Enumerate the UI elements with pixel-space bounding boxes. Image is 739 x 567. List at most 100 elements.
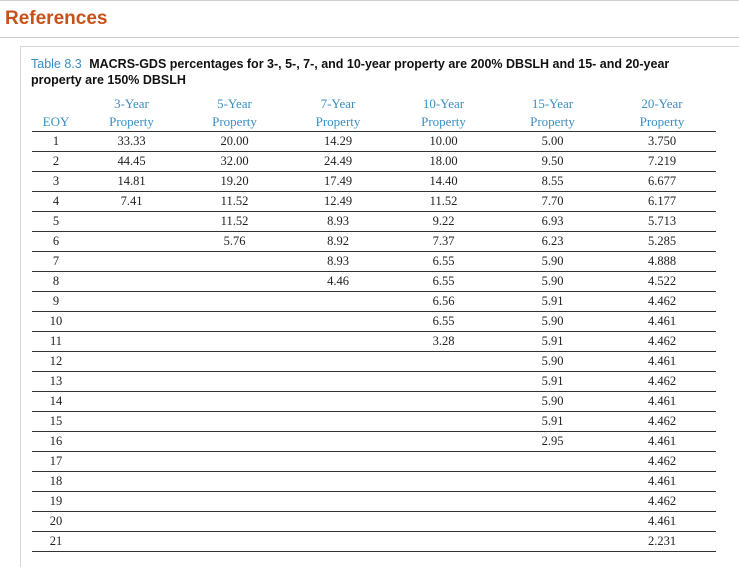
pct-cell-3yr (80, 211, 183, 232)
pct-cell-3yr (80, 491, 183, 512)
pct-cell-7yr (286, 471, 390, 492)
pct-cell-15yr: 5.90 (497, 311, 608, 332)
pct-cell-20yr: 4.461 (608, 431, 716, 452)
pct-cell-10yr: 7.37 (390, 231, 497, 252)
table-row: 3 14.81 19.20 17.49 14.40 8.55 6.677 (32, 171, 716, 192)
pct-cell-7yr: 24.49 (286, 151, 390, 172)
header-3yr-line2: Property (80, 113, 183, 132)
table-caption: Table 8.3 MACRS-GDS percentages for 3-, … (31, 57, 721, 88)
header-20yr-line2: Property (608, 113, 716, 132)
table-row: 1 33.33 20.00 14.29 10.00 5.00 3.750 (32, 131, 716, 152)
pct-cell-3yr (80, 311, 183, 332)
pct-cell-15yr: 5.90 (497, 251, 608, 272)
pct-cell-20yr: 4.462 (608, 411, 716, 432)
pct-cell-10yr (390, 431, 497, 452)
pct-cell-3yr (80, 371, 183, 392)
pct-cell-15yr: 5.91 (497, 331, 608, 352)
pct-cell-10yr: 9.22 (390, 211, 497, 232)
pct-cell-3yr (80, 231, 183, 252)
pct-cell-5yr (183, 271, 286, 292)
pct-cell-7yr: 8.92 (286, 231, 390, 252)
pct-cell-20yr: 3.750 (608, 131, 716, 152)
pct-cell-15yr: 6.23 (497, 231, 608, 252)
pct-cell-20yr: 4.461 (608, 311, 716, 332)
pct-cell-10yr (390, 471, 497, 492)
pct-cell-3yr: 14.81 (80, 171, 183, 192)
pct-cell-15yr: 8.55 (497, 171, 608, 192)
pct-cell-5yr: 11.52 (183, 211, 286, 232)
table-row: 7 8.93 6.55 5.90 4.888 (32, 251, 716, 272)
table-row: 4 7.41 11.52 12.49 11.52 7.70 6.177 (32, 191, 716, 212)
pct-cell-3yr (80, 291, 183, 312)
pct-cell-7yr (286, 391, 390, 412)
eoy-cell: 12 (32, 351, 80, 372)
eoy-cell: 15 (32, 411, 80, 432)
table-body: 1 33.33 20.00 14.29 10.00 5.00 3.750 2 44.45 32.0… (32, 131, 716, 552)
pct-cell-20yr: 4.461 (608, 351, 716, 372)
eoy-cell: 17 (32, 451, 80, 472)
header-15yr-line1: 15-Year (531, 96, 574, 111)
eoy-cell: 11 (32, 331, 80, 352)
table-row: 19 4.462 (32, 491, 716, 512)
pct-cell-10yr: 6.56 (390, 291, 497, 312)
table-row: 14 5.90 4.461 (32, 391, 716, 412)
header-eoy: EOY (32, 113, 80, 132)
header-10yr-line2: Property (390, 113, 497, 132)
pct-cell-10yr: 18.00 (390, 151, 497, 172)
pct-cell-3yr (80, 391, 183, 412)
pct-cell-10yr: 14.40 (390, 171, 497, 192)
pct-cell-5yr (183, 391, 286, 412)
pct-cell-7yr (286, 411, 390, 432)
table-row: 17 4.462 (32, 451, 716, 472)
pct-cell-7yr (286, 331, 390, 352)
pct-cell-15yr (497, 471, 608, 492)
header-20yr-line1: 20-Year (641, 96, 683, 111)
pct-cell-5yr (183, 451, 286, 472)
pct-cell-5yr (183, 291, 286, 312)
pct-cell-15yr: 2.95 (497, 431, 608, 452)
pct-cell-10yr: 6.55 (390, 271, 497, 292)
pct-cell-3yr (80, 351, 183, 372)
pct-cell-20yr: 4.462 (608, 491, 716, 512)
table-row: 5 11.52 8.93 9.22 6.93 5.713 (32, 211, 716, 232)
pct-cell-3yr (80, 271, 183, 292)
eoy-cell: 19 (32, 491, 80, 512)
header-7yr-line1: 7-Year (320, 96, 356, 111)
pct-cell-20yr: 4.461 (608, 511, 716, 532)
page-title: References (5, 8, 108, 29)
eoy-cell: 7 (32, 251, 80, 272)
pct-cell-20yr: 7.219 (608, 151, 716, 172)
pct-cell-15yr: 5.90 (497, 391, 608, 412)
pct-cell-3yr (80, 471, 183, 492)
content-panel (20, 46, 739, 567)
header-5yr-line1: 5-Year (217, 96, 252, 111)
pct-cell-3yr (80, 531, 183, 552)
pct-cell-15yr (497, 511, 608, 532)
table-row: 20 4.461 (32, 511, 716, 532)
pct-cell-5yr (183, 511, 286, 532)
table-row: 18 4.461 (32, 471, 716, 492)
pct-cell-3yr (80, 411, 183, 432)
table-caption-text: MACRS-GDS percentages for 3-, 5-, 7-, an… (31, 57, 670, 87)
table-row: 12 5.90 4.461 (32, 351, 716, 372)
pct-cell-7yr (286, 491, 390, 512)
pct-cell-10yr: 6.55 (390, 251, 497, 272)
pct-cell-7yr (286, 291, 390, 312)
pct-cell-15yr (497, 531, 608, 552)
pct-cell-20yr: 5.713 (608, 211, 716, 232)
table-row: 9 6.56 5.91 4.462 (32, 291, 716, 312)
header-15yr-line2: Property (497, 113, 608, 132)
table-row: 13 5.91 4.462 (32, 371, 716, 392)
pct-cell-7yr: 12.49 (286, 191, 390, 212)
pct-cell-3yr: 44.45 (80, 151, 183, 172)
pct-cell-7yr: 17.49 (286, 171, 390, 192)
pct-cell-20yr: 4.522 (608, 271, 716, 292)
pct-cell-5yr (183, 491, 286, 512)
pct-cell-20yr: 4.462 (608, 331, 716, 352)
pct-cell-5yr: 32.00 (183, 151, 286, 172)
pct-cell-15yr: 5.91 (497, 371, 608, 392)
pct-cell-15yr: 7.70 (497, 191, 608, 212)
pct-cell-7yr: 8.93 (286, 211, 390, 232)
pct-cell-20yr: 2.231 (608, 531, 716, 552)
macrs-table: 3-Year 5-Year 7-Year 10-Year 15-Year 20-… (32, 95, 716, 552)
